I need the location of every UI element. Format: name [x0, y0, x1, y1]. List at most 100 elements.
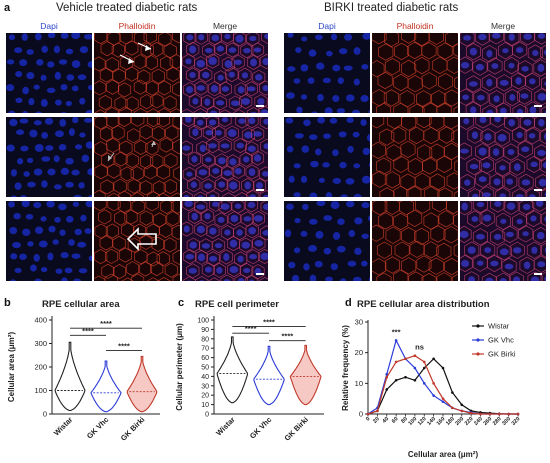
y-tick-label: 20 — [355, 348, 363, 357]
x-tick-label: 320 — [511, 416, 522, 427]
data-point — [451, 406, 454, 410]
legend-marker — [476, 324, 480, 328]
data-point — [460, 403, 464, 407]
y-tick-label: 0 — [43, 410, 47, 419]
micrograph-merge-r2c6 — [460, 117, 546, 197]
data-point — [385, 388, 389, 391]
x-tick-label: 200 — [454, 416, 465, 427]
micrograph-image — [460, 33, 546, 113]
data-point — [413, 354, 417, 358]
data-point — [441, 397, 445, 400]
y-tick-label: 20 — [201, 393, 209, 400]
data-point — [394, 378, 398, 382]
panel-letter-d: d — [345, 297, 352, 309]
legend-label: Wistar — [488, 322, 510, 331]
micrograph-image — [372, 201, 458, 281]
micrograph-merge-r1c6 — [460, 33, 546, 113]
data-point — [385, 375, 389, 379]
y-tick-label: 80 — [201, 336, 209, 343]
x-tick-label: 140 — [426, 416, 437, 427]
micrograph-image — [284, 33, 370, 113]
x-tick-label: 300 — [501, 416, 512, 427]
data-point — [404, 357, 407, 361]
violin-gk-vhc — [90, 360, 122, 413]
micrograph-dapi-r1c4 — [284, 33, 370, 113]
y-tick-label: 10 — [201, 402, 209, 409]
legend-label: GK Birki — [488, 350, 516, 359]
y-tick-label: 90 — [201, 327, 209, 334]
data-point — [422, 366, 426, 370]
arrow-icon — [119, 42, 152, 64]
micrograph-dapi-r3c4 — [284, 201, 370, 281]
significance-label: **** — [245, 324, 257, 333]
y-tick-label: 400 — [34, 316, 47, 325]
data-point — [422, 382, 426, 385]
y-tick-label: 30 — [355, 318, 363, 327]
x-tick-label: GK Vhc — [85, 415, 111, 441]
data-point — [394, 360, 398, 364]
panel-letter-c: c — [178, 297, 185, 309]
x-tick-label: 240 — [473, 416, 484, 427]
y-tick-label: 200 — [34, 363, 47, 372]
micrograph-phalloidin-r2c5 — [372, 117, 458, 197]
data-point — [516, 412, 520, 416]
micrograph-image — [284, 201, 370, 281]
micrograph-dapi-r3c1 — [6, 201, 92, 281]
violin-gk-vhc — [253, 345, 285, 406]
significance-label: **** — [118, 342, 130, 351]
x-tick-label: 0 — [365, 416, 371, 422]
y-tick-label: 30 — [201, 383, 209, 390]
scale-bar — [256, 105, 264, 107]
significance-label: **** — [82, 326, 94, 335]
x-tick-label: GK Vhc — [248, 415, 274, 441]
data-point — [394, 339, 398, 342]
x-tick-label: 80 — [400, 416, 409, 425]
col-label-merge-birki: Merge — [490, 21, 516, 31]
micrograph-phalloidin-r1c2 — [94, 33, 180, 113]
legend-marker — [476, 352, 480, 356]
chart-title-c: RPE cell perimeter — [195, 299, 279, 310]
col-label-phalloidin-vehicle: Phalloidin — [118, 21, 156, 31]
micrograph-image — [460, 201, 546, 281]
col-label-phalloidin-birki: Phalloidin — [396, 21, 434, 31]
micrograph-phalloidin-r3c5 — [372, 201, 458, 281]
scale-bar — [534, 189, 542, 191]
data-point — [488, 412, 492, 416]
x-tick-label: 20 — [372, 416, 381, 425]
micrograph-phalloidin-r3c2 — [94, 201, 180, 281]
chart-c-cell-perimeter: 0 10 20 30 40 50 60 70 80 90 100 Cellular perimeter… — [175, 316, 324, 443]
y-tick-label: 70 — [201, 346, 209, 353]
scale-bar — [256, 189, 264, 191]
x-tick-label: 100 — [408, 416, 419, 427]
scale-bar — [256, 273, 264, 275]
data-point — [432, 357, 435, 361]
violin-wistar — [54, 341, 86, 412]
data-point — [432, 382, 435, 385]
x-tick-label: 120 — [417, 416, 428, 427]
micrograph-image — [182, 201, 268, 281]
col-label-dapi-birki: Dapi — [318, 21, 336, 31]
micrograph-image — [94, 201, 180, 281]
chart-title-d: RPE cellular area distribution — [357, 299, 490, 310]
significance-label: **** — [263, 318, 275, 327]
micrograph-merge-r3c6 — [460, 201, 546, 281]
micrograph-merge-r3c3 — [182, 201, 268, 281]
arrow-icon — [107, 140, 156, 162]
scale-bar — [534, 105, 542, 107]
y-tick-label: 100 — [34, 386, 47, 395]
data-point — [404, 375, 407, 379]
violin-wistar — [216, 336, 248, 404]
data-point — [469, 411, 473, 415]
x-tick-label: GK Birki — [119, 415, 147, 443]
y-tick-label: 0 — [205, 412, 209, 419]
y-tick-label: 100 — [197, 318, 209, 325]
x-tick-label: 40 — [382, 416, 391, 425]
series-line-gk-birki — [367, 355, 518, 415]
x-tick-label: Wistar — [52, 415, 75, 438]
x-tick-label: 260 — [483, 416, 494, 427]
outline-arrow-icon — [126, 227, 157, 251]
micrograph-image — [284, 117, 370, 197]
significance-annotation: ns — [415, 343, 424, 352]
data-point — [460, 409, 464, 413]
y-tick-label: 40 — [201, 374, 209, 381]
